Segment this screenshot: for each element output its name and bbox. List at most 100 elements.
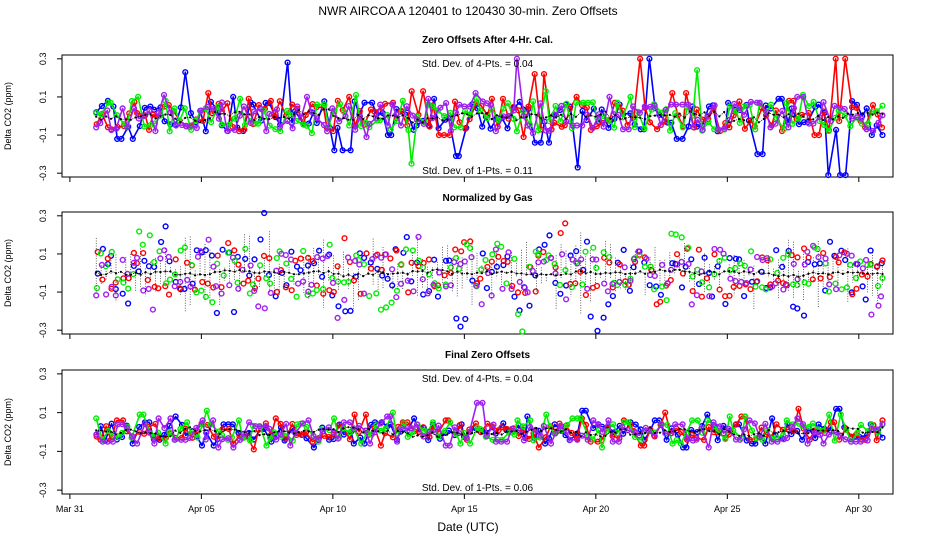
data-point [698,268,705,275]
mean-point [851,427,854,430]
data-point [815,101,822,108]
mean-point [406,273,409,276]
data-point [816,260,824,267]
mean-point [470,273,474,276]
data-point [832,286,840,293]
mean-point [179,121,182,124]
data-point [864,120,872,127]
mean-point [431,269,434,272]
mean-point [441,434,444,437]
mean-point [332,428,335,431]
data-point [305,417,312,424]
data-point [826,411,833,418]
mean-point [347,426,350,429]
data-point [862,256,870,264]
data-point [679,270,687,277]
data-point [841,105,848,113]
data-point [606,259,613,266]
data-point [473,95,480,102]
data-point [213,309,221,317]
mean-point [139,273,142,276]
data-point [441,132,448,139]
data-point [854,429,861,436]
data-point [425,437,432,444]
data-point [339,147,346,154]
data-point [284,117,291,125]
data-point [347,307,354,315]
mean-point [866,431,869,434]
mean-point [520,272,523,275]
mean-point [678,427,681,430]
data-point [479,250,486,257]
mean-point [589,270,592,273]
data-point [804,248,811,255]
mean-point [752,433,756,436]
data-point [868,311,875,318]
figure-title: NWR AIRCOA A 120401 to 120430 30-min. Ze… [318,4,617,18]
data-point [836,405,843,412]
mean-point [194,429,197,432]
data-point [326,241,333,248]
mean-point [723,270,726,273]
data-point [589,256,596,263]
series-green [93,228,886,335]
mean-point [807,272,810,275]
data-point [298,114,305,121]
data-point [752,283,759,290]
mean-point [559,113,563,116]
mean-point [535,427,538,430]
data-point [457,260,464,268]
data-point [529,98,537,105]
mean-point [253,430,256,433]
mean-point [530,113,533,116]
data-point [331,415,338,422]
data-point [685,261,692,268]
data-point [162,283,169,290]
mean-point [213,110,216,113]
data-point [124,270,131,278]
mean-point [480,112,483,115]
data-point [389,266,396,273]
mean-point [881,272,884,276]
mean-point [198,273,202,276]
data-point [788,252,795,259]
mean-point [95,270,98,274]
data-point [514,417,521,424]
data-point [706,293,713,300]
mean-point [139,115,142,118]
data-point [140,250,147,257]
data-point [314,254,321,261]
mean-point [827,116,830,119]
data-point [541,241,548,248]
mean-point [490,433,493,436]
data-point [342,113,349,120]
data-point [879,420,886,428]
data-point [664,421,671,429]
data-point [272,415,279,422]
data-point [443,99,450,107]
data-point [716,246,724,253]
data-point [371,108,378,115]
mean-point [159,115,162,118]
data-point [442,442,449,449]
data-point [97,250,104,257]
data-point [577,268,584,275]
data-point [382,425,389,432]
data-point [831,437,838,444]
mean-point [100,118,103,121]
mean-point [703,111,706,114]
data-point [320,121,328,129]
data-point [388,132,395,139]
data-point [526,263,533,270]
data-point [198,442,206,449]
data-point [435,422,442,429]
data-point [288,275,295,283]
mean-point [708,114,711,117]
data-point [673,135,680,143]
data-point [256,423,263,430]
data-point [511,431,518,438]
data-point [255,275,262,282]
data-point [247,119,254,127]
mean-point [401,430,404,433]
data-point [346,429,354,436]
